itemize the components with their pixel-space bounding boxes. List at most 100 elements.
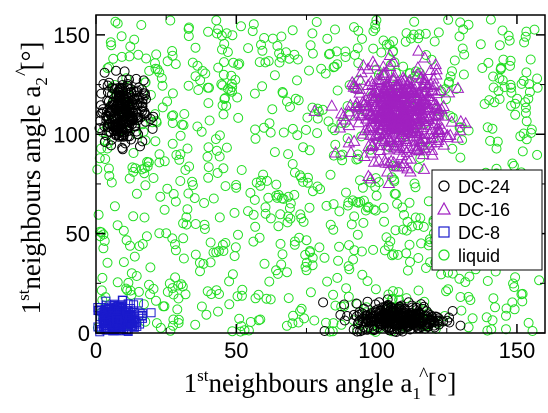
- liquid-point: [198, 258, 209, 269]
- liquid-point: [218, 163, 229, 174]
- dc-24-point: [110, 104, 121, 115]
- liquid-point: [505, 55, 516, 66]
- dc-24-point: [98, 79, 109, 89]
- liquid-point: [218, 246, 229, 256]
- liquid-point: [349, 211, 360, 222]
- dc-16-point: [402, 141, 416, 153]
- liquid-point: [204, 82, 214, 93]
- liquid-point: [92, 164, 103, 175]
- liquid-point: [352, 229, 363, 240]
- liquid-point: [421, 263, 431, 273]
- dc-24-point: [352, 326, 363, 337]
- dc-16-point: [353, 82, 367, 94]
- liquid-point: [272, 40, 283, 51]
- liquid-point: [344, 264, 355, 275]
- liquid-point: [98, 229, 109, 240]
- liquid-point: [262, 175, 272, 186]
- dc-16-point: [382, 78, 396, 90]
- dc-16-point: [417, 114, 431, 127]
- liquid-point: [332, 59, 343, 70]
- liquid-point: [332, 85, 343, 96]
- liquid-point: [311, 17, 322, 27]
- liquid-point: [273, 189, 284, 200]
- y-axis-label-pre: 1: [16, 301, 46, 315]
- liquid-point: [295, 170, 305, 181]
- liquid-point: [256, 175, 266, 186]
- liquid-point: [197, 66, 208, 76]
- liquid-point: [413, 220, 423, 231]
- dc-24-point: [394, 302, 405, 313]
- liquid-point: [489, 97, 500, 108]
- liquid-point: [108, 53, 119, 64]
- liquid-point: [102, 257, 113, 268]
- dc-16-point: [409, 90, 423, 103]
- dc-16-point: [372, 138, 386, 150]
- dc-16-point: [426, 93, 439, 105]
- dc-16-point: [379, 123, 392, 136]
- liquid-point: [220, 181, 231, 192]
- dc-16-point: [407, 112, 421, 125]
- liquid-point: [250, 133, 261, 144]
- dc-16-point: [396, 116, 410, 129]
- liquid-point: [243, 206, 253, 217]
- dc-16-point: [350, 96, 364, 109]
- liquid-point: [112, 277, 123, 288]
- liquid-point: [328, 289, 339, 300]
- liquid-point: [260, 208, 271, 219]
- liquid-point: [419, 296, 430, 307]
- liquid-point: [217, 100, 228, 111]
- dc-8-point: [101, 318, 111, 328]
- dc-16-point: [422, 102, 436, 115]
- liquid-point: [180, 165, 191, 175]
- liquid-point: [173, 280, 184, 291]
- liquid-point: [232, 92, 243, 103]
- liquid-point: [328, 224, 339, 235]
- dc-24-point: [401, 318, 412, 329]
- liquid-point: [404, 239, 415, 250]
- liquid-point: [217, 80, 228, 91]
- liquid-point: [161, 228, 172, 239]
- liquid-point: [220, 93, 230, 104]
- liquid-point: [518, 75, 529, 86]
- liquid-point: [234, 58, 245, 69]
- dc-16-point: [371, 72, 384, 84]
- liquid-point: [203, 98, 214, 109]
- liquid-point: [392, 249, 403, 260]
- liquid-point: [210, 134, 221, 145]
- dc-16-point: [379, 66, 392, 78]
- dc-16-point: [353, 86, 366, 98]
- liquid-point: [203, 162, 214, 173]
- dc-16-point: [334, 106, 348, 119]
- liquid-point: [392, 198, 403, 209]
- dc-16-point: [405, 126, 419, 138]
- liquid-point: [389, 176, 400, 187]
- liquid-point: [488, 71, 499, 82]
- liquid-point: [172, 304, 183, 315]
- dc-24-point: [395, 314, 406, 325]
- liquid-point: [93, 209, 104, 220]
- liquid-point: [322, 276, 333, 287]
- dc-16-point: [362, 169, 375, 181]
- liquid-point: [190, 219, 201, 229]
- dc-24-point: [396, 300, 407, 311]
- dc-24-point: [131, 73, 142, 84]
- liquid-point: [409, 16, 420, 27]
- liquid-point: [413, 33, 424, 44]
- liquid-point: [248, 209, 259, 220]
- liquid-point: [128, 148, 139, 158]
- liquid-point: [125, 41, 136, 52]
- liquid-point: [222, 47, 233, 58]
- liquid-point: [414, 29, 425, 40]
- liquid-point: [302, 177, 313, 188]
- liquid-point: [518, 128, 529, 139]
- liquid-point: [283, 191, 294, 202]
- dc-16-point: [342, 118, 356, 131]
- liquid-point: [167, 46, 178, 56]
- liquid-point: [249, 194, 260, 205]
- liquid-point: [217, 44, 227, 55]
- dc-16-point: [356, 58, 370, 71]
- dc-16-point: [368, 129, 382, 141]
- liquid-point: [287, 159, 298, 169]
- dc-24-point: [123, 99, 134, 110]
- liquid-point: [129, 251, 140, 262]
